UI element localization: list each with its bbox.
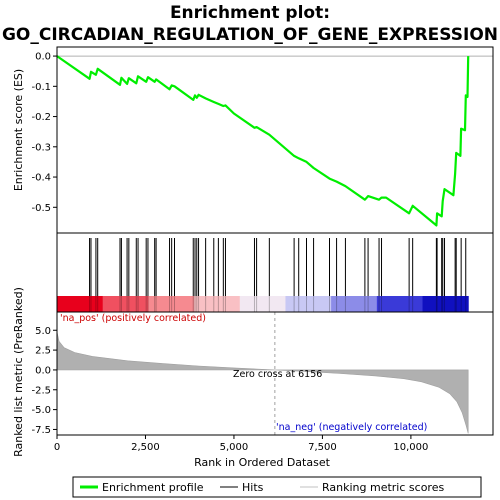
enrichment-profile-line: [56, 55, 470, 227]
rank-y-tick-label: 0.0: [35, 365, 51, 376]
ranking-metric-area: [56, 331, 469, 434]
legend-label: Hits: [242, 481, 264, 494]
zero-cross-label: Zero cross at 6156: [233, 369, 322, 380]
rank-y-tick-label: -7.5: [31, 425, 51, 436]
x-tick-label: 10,000: [393, 442, 428, 453]
rank-y-tick-label: 5.0: [35, 326, 51, 337]
heatmap-segment: [57, 296, 104, 312]
es-y-tick-label: -0.1: [31, 82, 51, 93]
x-tick-label: 0: [54, 442, 60, 453]
heatmap-segment: [148, 296, 195, 312]
heatmap-segment: [194, 296, 241, 312]
es-y-tick-label: -0.5: [31, 203, 51, 214]
pos-label: 'na_pos' (positively correlated): [60, 313, 206, 324]
x-axis-label: Rank in Ordered Dataset: [194, 456, 331, 469]
x-tick-label: 5,000: [220, 442, 249, 453]
rank-frame: [56, 311, 494, 436]
rank-panel: 5.0 2.5 0.0 -2.5 -5.0 -7.50 2,500 5,000 7,500 10,…: [31, 311, 494, 453]
chart-title-line2: GO_CIRCADIAN_REGULATION_OF_GENE_EXPRESSI…: [2, 25, 498, 45]
heatmap-segment: [376, 296, 424, 312]
heatmap-segment: [331, 296, 378, 312]
legend: Enrichment profile Hits Ranking metric sco…: [72, 476, 482, 498]
es-panel: 0.0 -0.1 -0.2 -0.3 -0.4 -0.5: [31, 46, 494, 234]
es-y-tick-label: -0.4: [31, 173, 51, 184]
heatmap-segment: [102, 296, 149, 312]
rank-y-axis-label: Ranked list metric (PreRanked): [12, 287, 25, 457]
heatmap-segment: [422, 296, 469, 312]
hits-panel: [56, 232, 494, 313]
legend-label: Ranking metric scores: [322, 481, 444, 494]
es-y-tick-label: -0.3: [31, 142, 51, 153]
legend-box: [72, 476, 482, 498]
legend-label: Enrichment profile: [102, 481, 204, 494]
neg-label: 'na_neg' (negatively correlated): [276, 422, 427, 433]
es-y-tick-label: -0.2: [31, 112, 51, 123]
rank-y-tick-label: -2.5: [31, 385, 51, 396]
heatmap-segment: [239, 296, 286, 312]
x-tick-label: 2,500: [131, 442, 160, 453]
es-y-tick-label: 0.0: [35, 52, 51, 63]
rank-y-tick-label: -5.0: [31, 405, 51, 416]
es-y-axis-label: Enrichment score (ES): [12, 69, 25, 191]
x-tick-label: 7,500: [308, 442, 337, 453]
chart-title-line1: Enrichment plot:: [170, 3, 330, 23]
rank-y-tick-label: 2.5: [35, 346, 51, 357]
heatmap-segment: [285, 296, 332, 312]
